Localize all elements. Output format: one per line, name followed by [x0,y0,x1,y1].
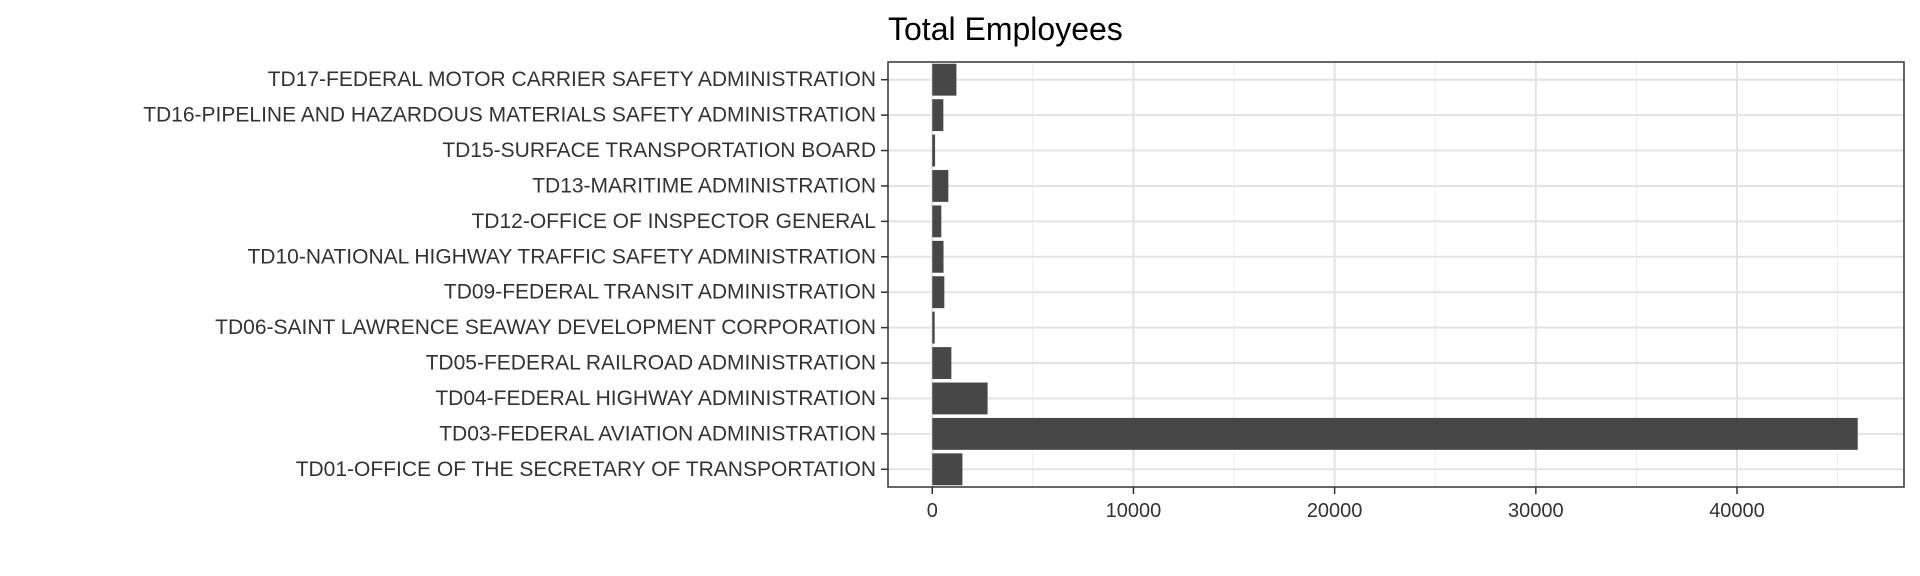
minor-gridlines [1032,62,1839,487]
chart-title: Total Employees [888,11,1123,47]
category-label: TD06-SAINT LAWRENCE SEAWAY DEVELOPMENT C… [215,316,876,339]
category-label: TD05-FEDERAL RAILROAD ADMINISTRATION [426,352,876,375]
bars [932,63,1858,486]
plot-panel [888,62,1904,487]
bar [932,311,935,344]
category-label: TD16-PIPELINE AND HAZARDOUS MATERIALS SA… [143,104,876,127]
major-gridlines [888,62,1904,487]
bar [932,276,945,309]
bar [932,453,963,486]
category-label: TD03-FEDERAL AVIATION ADMINISTRATION [439,422,876,445]
bar [932,63,957,96]
bar [932,382,988,415]
category-label: TD04-FEDERAL HIGHWAY ADMINISTRATION [435,387,876,410]
x-tick-label: 20000 [1307,500,1363,522]
x-tick-label: 30000 [1508,500,1564,522]
bar [932,347,952,379]
bar [932,170,949,202]
panel-border [887,61,1905,488]
panel-frame [887,61,1905,488]
category-label: TD12-OFFICE OF INSPECTOR GENERAL [471,210,876,233]
category-label: TD09-FEDERAL TRANSIT ADMINISTRATION [444,281,876,304]
y-axis: TD01-OFFICE OF THE SECRETARY OF TRANSPOR… [143,68,888,481]
x-tick-label: 0 [927,500,938,522]
x-tick-label: 40000 [1709,500,1765,522]
category-label: TD13-MARITIME ADMINISTRATION [532,174,876,197]
x-axis: 0 10000 20000 30000 40000 [927,487,1765,522]
bar [932,134,936,167]
plot-background [888,62,1904,487]
category-label: TD01-OFFICE OF THE SECRETARY OF TRANSPOR… [296,458,876,481]
bar [932,99,944,132]
x-tick-label: 10000 [1106,500,1162,522]
category-label: TD15-SURFACE TRANSPORTATION BOARD [442,139,876,162]
bar [932,205,942,238]
bar [932,417,1858,450]
bar [932,240,944,273]
category-label: TD10-NATIONAL HIGHWAY TRAFFIC SAFETY ADM… [247,245,876,268]
category-label: TD17-FEDERAL MOTOR CARRIER SAFETY ADMINI… [268,68,876,91]
